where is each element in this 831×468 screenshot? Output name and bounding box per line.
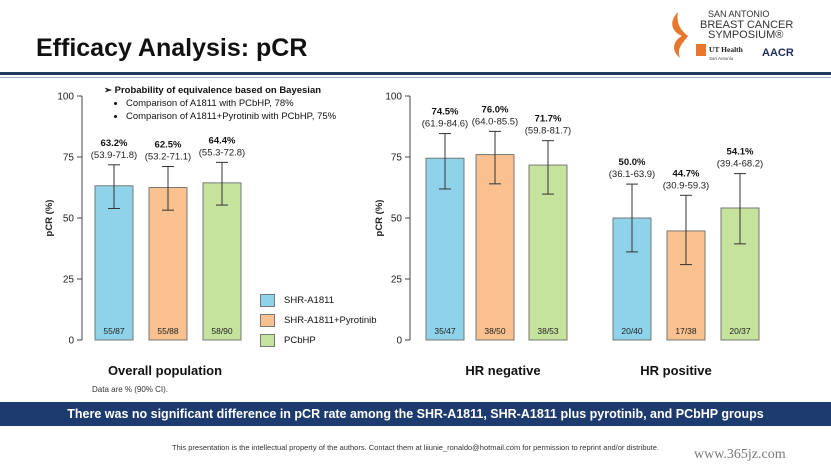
header-rule — [0, 72, 831, 75]
y-tick-label: 75 — [63, 153, 75, 164]
y-tick-label: 50 — [63, 214, 75, 225]
n-label: 55/88 — [157, 326, 179, 336]
legend-label: SHR-A1811+Pyrotinib — [284, 314, 377, 326]
ci-label: (53.2-71.1) — [145, 152, 191, 163]
legend-item: PCbHP — [260, 330, 377, 350]
n-label: 20/37 — [729, 326, 751, 336]
bayesian-item: Comparison of A1811 with PCbHP, 78% — [126, 97, 394, 110]
logo-ut-sub: San Antonio — [709, 56, 734, 61]
value-label: 50.0% — [619, 157, 646, 168]
legend-label: SHR-A1811 — [284, 294, 334, 306]
header-rule-thin — [0, 77, 831, 78]
data-note: Data are % (90% CI). — [92, 385, 169, 394]
legend-label: PCbHP — [284, 334, 316, 346]
bar — [202, 182, 242, 341]
ci-label: (55.3-72.8) — [199, 147, 245, 158]
conference-logo: SAN ANTONIO BREAST CANCER SYMPOSIUM® UT … — [672, 9, 794, 61]
y-tick-label: 25 — [391, 275, 403, 286]
ci-label: (61.9-84.6) — [422, 119, 468, 130]
bar — [475, 154, 515, 341]
panel-title: HR negative — [465, 363, 540, 378]
y-tick-label: 25 — [63, 275, 75, 286]
logo-ut: UT Health — [709, 45, 744, 54]
legend-item: SHR-A1811 — [260, 290, 377, 310]
ci-label: (64.0-85.5) — [472, 116, 518, 127]
legend-swatch — [260, 333, 275, 347]
ci-label: (53.9-71.8) — [91, 150, 137, 161]
value-label: 44.7% — [673, 168, 700, 179]
logo-line1: SAN ANTONIO — [708, 9, 769, 19]
ci-label: (36.1-63.9) — [609, 169, 655, 180]
n-label: 17/38 — [675, 326, 697, 336]
value-label: 76.0% — [482, 104, 509, 115]
value-label: 62.5% — [155, 140, 182, 151]
value-label: 54.1% — [727, 147, 754, 158]
legend-item: SHR-A1811+Pyrotinib — [260, 310, 377, 330]
n-label: 38/53 — [537, 326, 559, 336]
n-label: 20/40 — [621, 326, 643, 336]
n-label: 55/87 — [103, 326, 125, 336]
y-tick-label: 100 — [57, 92, 74, 103]
logo-aacr: AACR — [762, 47, 794, 59]
y-tick-label: 75 — [391, 153, 403, 164]
bar — [94, 185, 134, 341]
pcr-bar-charts: 0 25 50 75 100 pCR (%) 63.2%(53.9-71.8) 55/87 62… — [44, 92, 763, 379]
n-label: 35/47 — [434, 326, 456, 336]
n-label: 38/50 — [484, 326, 506, 336]
logo-line2: BREAST CANCER — [700, 19, 793, 31]
slide-title: Efficacy Analysis: pCR — [36, 34, 308, 62]
legend-swatch — [260, 293, 275, 307]
ci-label: (59.8-81.7) — [525, 126, 571, 137]
panel-title: Overall population — [108, 363, 222, 378]
footer-disclaimer: This presentation is the intellectual pr… — [171, 443, 660, 452]
bayesian-list: Comparison of A1811 with PCbHP, 78% Comp… — [104, 97, 394, 123]
value-label: 74.5% — [432, 107, 459, 118]
value-label: 64.4% — [209, 135, 236, 146]
panel-title: HR positive — [640, 363, 712, 378]
y-tick-label: 0 — [68, 336, 74, 347]
n-label: 58/90 — [211, 326, 233, 336]
ut-shield-icon — [696, 44, 706, 56]
y-tick-label: 50 — [391, 214, 403, 225]
value-label: 71.7% — [535, 114, 562, 125]
y-axis-label: pCR (%) — [44, 200, 55, 237]
legend-swatch — [260, 313, 275, 327]
bayesian-heading: ➢ Probability of equivalence based on Ba… — [104, 85, 322, 96]
chart-legend: SHR-A1811 SHR-A1811+Pyrotinib PCbHP — [260, 290, 377, 350]
logo-line3: SYMPOSIUM® — [708, 29, 783, 41]
y-axis-label: pCR (%) — [374, 200, 385, 237]
ci-label: (30.9-59.3) — [663, 180, 709, 191]
bar — [720, 207, 760, 341]
conclusion-banner: There was no significant difference in p… — [0, 402, 831, 426]
value-label: 63.2% — [101, 138, 128, 149]
bayesian-item: Comparison of A1811+Pyrotinib with PCbHP… — [126, 110, 394, 123]
y-tick-label: 0 — [396, 336, 402, 347]
watermark: www.365jz.com — [694, 447, 786, 462]
ribbon-icon — [672, 12, 688, 58]
bayesian-note: ➢ Probability of equivalence based on Ba… — [104, 84, 394, 123]
y-tick-label: 100 — [385, 92, 402, 103]
ci-label: (39.4-68.2) — [717, 159, 763, 170]
